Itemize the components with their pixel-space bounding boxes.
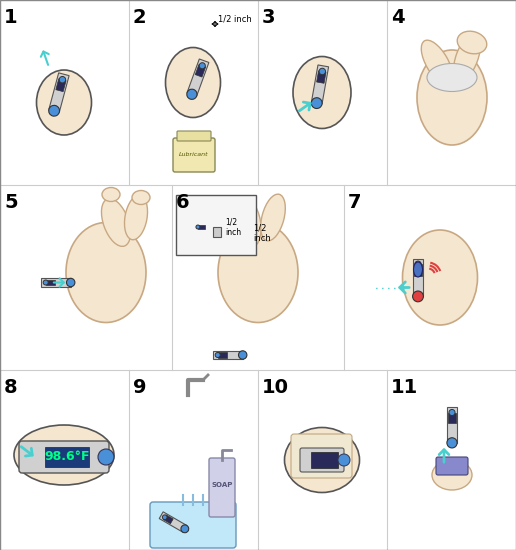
FancyBboxPatch shape <box>176 195 256 255</box>
Ellipse shape <box>402 230 477 325</box>
Ellipse shape <box>457 31 487 54</box>
Circle shape <box>196 225 200 229</box>
Ellipse shape <box>421 40 453 85</box>
Ellipse shape <box>218 223 298 322</box>
Ellipse shape <box>284 427 360 492</box>
Circle shape <box>187 89 197 100</box>
Circle shape <box>447 438 457 448</box>
FancyBboxPatch shape <box>209 458 235 517</box>
Text: SOAP: SOAP <box>212 482 233 488</box>
Circle shape <box>181 525 189 533</box>
Circle shape <box>163 515 167 520</box>
FancyBboxPatch shape <box>300 448 344 472</box>
Ellipse shape <box>14 425 114 485</box>
Polygon shape <box>413 258 424 296</box>
FancyBboxPatch shape <box>45 447 89 467</box>
Ellipse shape <box>427 63 477 91</box>
Ellipse shape <box>124 195 148 240</box>
Circle shape <box>98 449 114 465</box>
Ellipse shape <box>132 190 150 205</box>
Ellipse shape <box>235 198 261 247</box>
Text: 6: 6 <box>176 193 189 212</box>
Polygon shape <box>198 225 205 229</box>
Text: 3: 3 <box>262 8 276 27</box>
Circle shape <box>319 68 326 75</box>
Ellipse shape <box>417 50 487 145</box>
Text: 1/2 inch: 1/2 inch <box>218 15 252 24</box>
Circle shape <box>238 351 247 359</box>
Text: 5: 5 <box>4 193 18 212</box>
Text: 1/2
inch: 1/2 inch <box>225 217 241 236</box>
Polygon shape <box>187 59 209 96</box>
Text: 10: 10 <box>262 378 289 397</box>
Polygon shape <box>447 407 457 443</box>
Ellipse shape <box>261 194 285 241</box>
FancyBboxPatch shape <box>311 452 338 468</box>
Polygon shape <box>164 515 173 524</box>
Ellipse shape <box>293 57 351 129</box>
Text: 8: 8 <box>4 378 18 397</box>
FancyBboxPatch shape <box>291 434 352 478</box>
Ellipse shape <box>37 70 91 135</box>
Text: 1/2
inch: 1/2 inch <box>253 223 271 243</box>
Circle shape <box>415 261 421 267</box>
Polygon shape <box>46 279 55 285</box>
Ellipse shape <box>454 34 480 81</box>
Circle shape <box>59 76 66 83</box>
Polygon shape <box>49 73 69 112</box>
FancyBboxPatch shape <box>213 227 221 237</box>
Ellipse shape <box>166 47 220 118</box>
Ellipse shape <box>66 223 146 322</box>
Polygon shape <box>218 352 227 358</box>
Ellipse shape <box>102 188 120 201</box>
Circle shape <box>449 409 455 416</box>
Circle shape <box>199 63 205 69</box>
Polygon shape <box>41 278 71 287</box>
Ellipse shape <box>102 199 131 246</box>
Circle shape <box>49 106 59 116</box>
Ellipse shape <box>413 262 423 277</box>
Polygon shape <box>311 65 329 104</box>
Circle shape <box>311 98 322 108</box>
Text: 11: 11 <box>391 378 418 397</box>
Polygon shape <box>56 79 66 92</box>
Circle shape <box>214 224 221 230</box>
Polygon shape <box>448 412 456 423</box>
Polygon shape <box>414 264 422 276</box>
Polygon shape <box>317 71 326 83</box>
Circle shape <box>338 454 350 466</box>
Circle shape <box>43 280 48 285</box>
Circle shape <box>67 278 75 287</box>
Text: 2: 2 <box>133 8 147 27</box>
Polygon shape <box>213 351 243 359</box>
Polygon shape <box>195 64 206 77</box>
Text: 98.6°F: 98.6°F <box>44 450 90 464</box>
Text: Lubricant: Lubricant <box>179 152 209 157</box>
FancyBboxPatch shape <box>436 457 468 475</box>
Polygon shape <box>159 512 187 532</box>
FancyBboxPatch shape <box>150 502 236 548</box>
Text: 7: 7 <box>348 193 362 212</box>
Circle shape <box>413 291 424 302</box>
Text: 9: 9 <box>133 378 147 397</box>
FancyBboxPatch shape <box>177 131 211 141</box>
Ellipse shape <box>432 460 472 490</box>
Polygon shape <box>195 224 218 230</box>
Circle shape <box>215 353 220 358</box>
FancyBboxPatch shape <box>173 138 215 172</box>
FancyBboxPatch shape <box>19 441 109 473</box>
Text: 1: 1 <box>4 8 18 27</box>
Text: 4: 4 <box>391 8 405 27</box>
